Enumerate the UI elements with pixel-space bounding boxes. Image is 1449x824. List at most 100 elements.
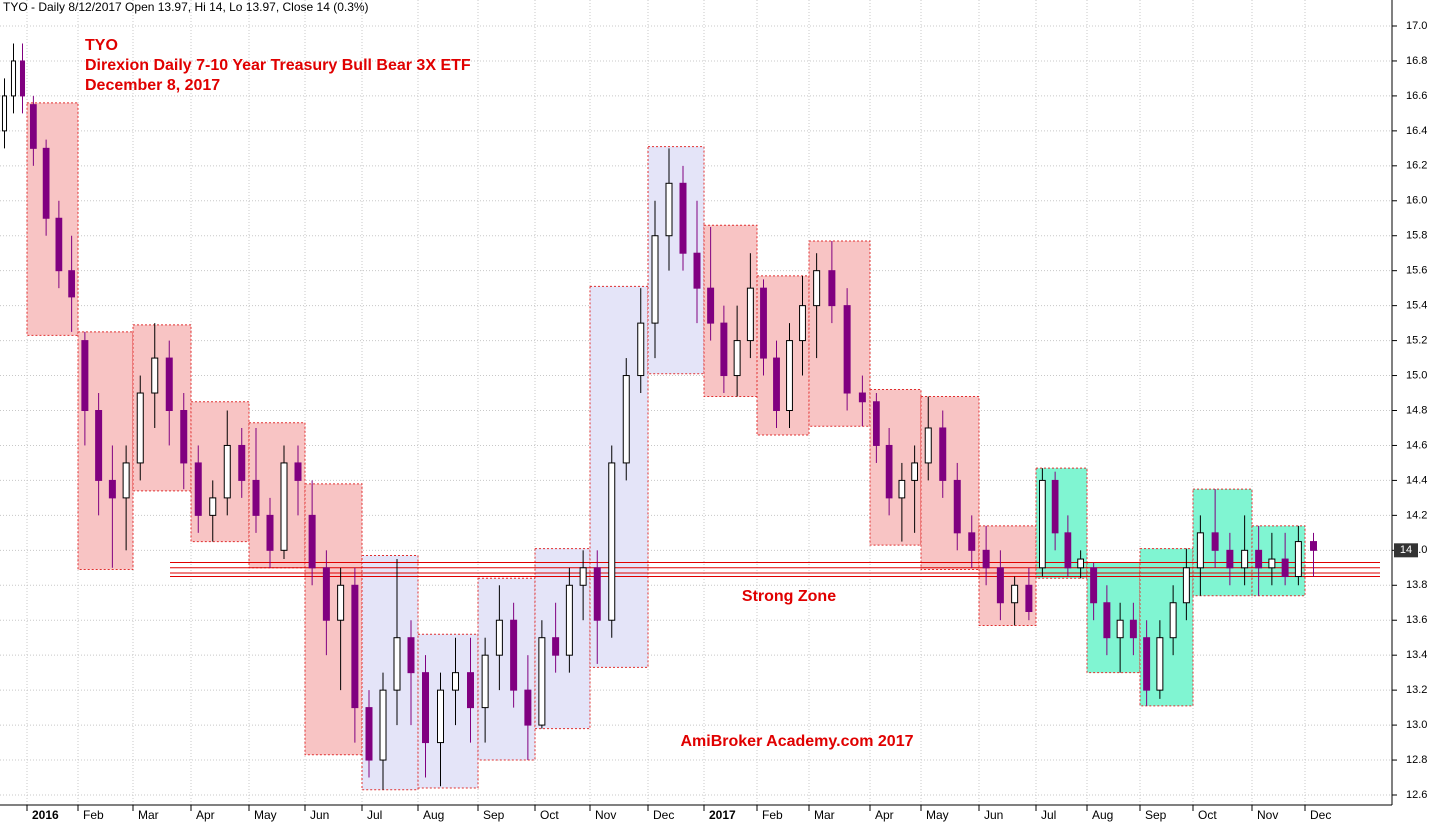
candle-body: [1090, 567, 1098, 604]
strong-zone: [170, 562, 1380, 578]
x-tick-label: Jun: [984, 808, 1003, 822]
x-tick-label: May: [926, 808, 949, 822]
annotation: Strong Zone: [742, 588, 836, 605]
y-tick-label: 16.0: [1406, 195, 1427, 207]
candle-body: [495, 619, 503, 656]
header: TYO - Daily 8/12/2017 Open 13.97, Hi 14,…: [3, 0, 369, 14]
candle-body: [95, 410, 103, 481]
candle-body: [194, 462, 202, 516]
candle-body: [707, 287, 715, 324]
candle-body: [733, 340, 741, 377]
candle-body: [379, 689, 387, 761]
y-tick-label: 14.2: [1406, 509, 1427, 521]
candle-body: [467, 672, 474, 709]
candle-body: [1129, 619, 1137, 639]
y-tick-label: 13.0: [1406, 719, 1427, 731]
candle-body: [843, 305, 851, 394]
y-tick-label: 13.6: [1406, 614, 1427, 626]
y-tick-label: 13.4: [1406, 649, 1427, 661]
y-tick-label: 15.0: [1406, 369, 1427, 381]
x-tick-label: Mar: [138, 808, 159, 822]
candle-body: [1, 95, 8, 132]
candle-body: [953, 479, 961, 534]
y-tick-label: 16.6: [1406, 90, 1427, 102]
y-tick-label: 14.6: [1406, 439, 1427, 451]
candle-body: [622, 375, 630, 464]
candle-body: [1064, 532, 1072, 569]
y-tick-label: 13.8: [1406, 579, 1427, 591]
candle-body: [1310, 541, 1317, 551]
y-tick-label: 15.4: [1406, 300, 1427, 312]
candle-body: [1116, 619, 1124, 639]
candle-body: [19, 60, 26, 97]
candle-body: [252, 479, 260, 516]
candle-body: [223, 444, 231, 499]
candle-body: [773, 357, 780, 411]
candle-body: [858, 392, 866, 403]
last-price-tag: [1394, 543, 1418, 558]
candle-body: [1255, 549, 1263, 569]
candle-body: [651, 235, 659, 324]
candle-body: [665, 182, 673, 237]
candle-body: [1169, 602, 1177, 639]
candle-body: [579, 567, 587, 586]
x-tick-label: Aug: [1092, 808, 1113, 822]
candle-body: [165, 357, 173, 411]
candle-body: [136, 392, 144, 464]
candle-body: [42, 147, 50, 219]
candle-body: [10, 60, 17, 97]
last-price-label: 14: [1400, 544, 1412, 556]
candle-body: [1294, 541, 1302, 578]
candle-body: [828, 270, 836, 307]
x-tick-label: Jul: [367, 808, 382, 822]
candle-body: [238, 444, 246, 481]
candle-body: [452, 672, 459, 691]
title-line: December 8, 2017: [85, 77, 220, 94]
candle-body: [393, 637, 401, 691]
y-tick-label: 15.2: [1406, 334, 1427, 346]
candle-body: [1143, 637, 1151, 691]
x-tick-label: Nov: [595, 808, 616, 822]
x-tick-label: Sep: [483, 808, 505, 822]
candle-body: [982, 549, 990, 569]
y-tick-label: 15.6: [1406, 265, 1427, 277]
candle-body: [294, 462, 302, 481]
y-tick-label: 12.8: [1406, 754, 1427, 766]
x-tick-label: Jul: [1041, 808, 1056, 822]
y-tick-label: 16.8: [1406, 55, 1427, 67]
candle-body: [81, 340, 89, 411]
candle-body: [365, 707, 373, 761]
candle-body: [939, 427, 947, 481]
x-tick-label: Mar: [814, 808, 835, 822]
candle-body: [538, 637, 546, 726]
candle-body: [565, 584, 573, 656]
candle-body: [510, 619, 518, 691]
candle-body: [1039, 479, 1046, 569]
x-tick-label: Apr: [196, 808, 215, 822]
title-line: Direxion Daily 7-10 Year Treasury Bull B…: [85, 57, 471, 74]
candle-body: [481, 654, 489, 709]
candle-body: [1182, 567, 1190, 604]
candle-body: [1196, 532, 1204, 569]
candle-body: [898, 479, 906, 499]
candle-body: [180, 410, 188, 464]
candle-body: [760, 287, 767, 359]
candle-body: [1011, 584, 1019, 604]
candle-body: [122, 462, 130, 499]
candle-body: [786, 340, 793, 411]
candle-body: [720, 322, 728, 377]
watermark: AmiBroker Academy.com 2017: [681, 733, 914, 750]
x-tick-label: Aug: [423, 808, 444, 822]
x-tick-label: Nov: [1257, 808, 1278, 822]
x-tick-label: Sep: [1145, 808, 1167, 822]
y-tick-label: 16.2: [1406, 160, 1427, 172]
candle-body: [1281, 558, 1289, 578]
y-tick-label: 12.6: [1406, 789, 1427, 801]
x-tick-label: Dec: [1310, 808, 1331, 822]
candle-body: [924, 427, 932, 464]
x-tick-label: Oct: [540, 808, 559, 822]
candle-body: [813, 270, 821, 307]
candle-body: [1226, 549, 1234, 569]
